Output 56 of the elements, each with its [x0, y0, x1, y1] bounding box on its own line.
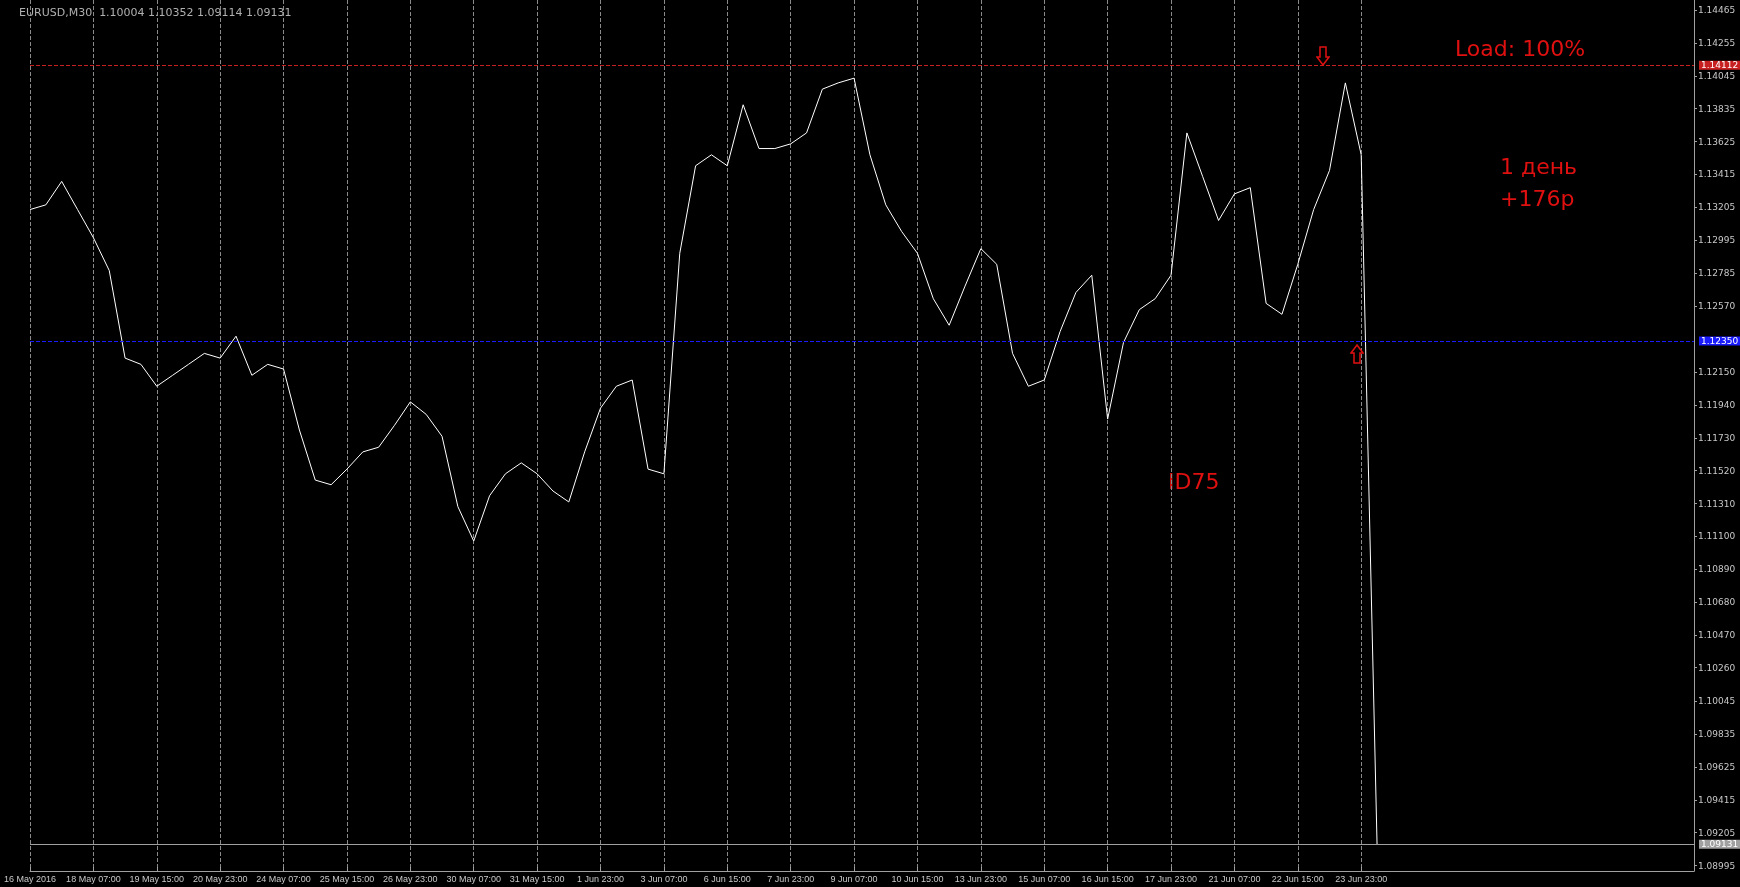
y-tick-label: 1.10260 — [1698, 662, 1736, 673]
y-tick-label: 1.09415 — [1698, 794, 1736, 805]
y-tick-label: 1.12785 — [1698, 267, 1736, 278]
y-tick-label: 1.10045 — [1698, 696, 1736, 707]
x-tick-label: 10 Jun 15:00 — [891, 873, 944, 884]
x-tick-label: 13 Jun 23:00 — [954, 873, 1007, 884]
x-tick-label: 3 Jun 07:00 — [640, 873, 688, 884]
y-tick-label: 1.14045 — [1698, 70, 1736, 81]
ref-line-label: 1.12350 — [1701, 335, 1739, 346]
y-tick-label: 1.11730 — [1698, 432, 1736, 443]
x-tick-label: 15 Jun 07:00 — [1018, 873, 1071, 884]
y-tick-label: 1.11100 — [1698, 531, 1736, 542]
y-tick-label: 1.12995 — [1698, 235, 1736, 246]
x-tick-label: 31 May 15:00 — [509, 873, 565, 884]
y-tick-label: 1.14255 — [1698, 38, 1736, 48]
annotation: ID75 — [1168, 468, 1220, 494]
x-tick-label: 21 Jun 07:00 — [1208, 873, 1261, 884]
y-tick-label: 1.11520 — [1698, 465, 1736, 476]
y-tick-label: 1.10470 — [1698, 629, 1736, 640]
x-tick-label: 23 Jun 23:00 — [1335, 873, 1388, 884]
y-tick-label: 1.14465 — [1698, 5, 1736, 16]
ref-line-label: 1.14112 — [1701, 60, 1739, 71]
annotation: Load: 100% — [1455, 35, 1586, 61]
line-series — [29, 77, 1378, 845]
y-tick-label: 1.08995 — [1698, 860, 1736, 871]
x-tick-label: 30 May 07:00 — [446, 873, 502, 884]
x-tick-label: 18 May 07:00 — [66, 873, 121, 884]
y-tick-label: 1.10680 — [1698, 597, 1736, 608]
y-tick-label: 1.13205 — [1698, 202, 1736, 213]
y-tick-label: 1.09835 — [1698, 729, 1736, 740]
y-tick-label: 1.12570 — [1698, 301, 1736, 312]
ref-line-label: 1.09131 — [1701, 839, 1739, 850]
x-tick-label: 25 May 15:00 — [319, 873, 375, 884]
y-tick-label: 1.12150 — [1698, 367, 1736, 378]
y-tick-label: 1.11310 — [1698, 498, 1736, 509]
text: EURUSD,M30 1.10004 1.10352 1.09114 1.09131 — [19, 6, 292, 19]
x-tick-label: 1 Jun 23:00 — [576, 873, 625, 884]
y-tick-label: 1.09205 — [1698, 827, 1736, 838]
x-tick-label: 16 May 2016 — [3, 873, 57, 884]
x-tick-label: 7 Jun 23:00 — [767, 873, 815, 884]
y-tick-label: 1.13835 — [1698, 103, 1736, 114]
annotation: 1 день +176p — [1500, 153, 1578, 211]
x-tick-label: 20 May 23:00 — [192, 873, 248, 884]
x-tick-label: 9 Jun 07:00 — [830, 873, 878, 884]
y-tick-label: 1.09625 — [1698, 762, 1736, 773]
x-tick-label: 19 May 15:00 — [129, 873, 185, 884]
y-tick-label: 1.10890 — [1698, 564, 1736, 575]
x-tick-label: 16 Jun 15:00 — [1081, 873, 1134, 884]
y-tick-label: 1.13415 — [1698, 169, 1736, 180]
x-tick-label: 24 May 07:00 — [256, 873, 311, 884]
y-tick-label: 1.13625 — [1698, 136, 1736, 147]
x-tick-label: 6 Jun 15:00 — [703, 873, 751, 884]
x-tick-label: 26 May 23:00 — [383, 873, 438, 884]
y-tick-label: 1.11940 — [1698, 400, 1736, 411]
x-tick-label: 22 Jun 15:00 — [1271, 873, 1324, 884]
x-tick-label: 17 Jun 23:00 — [1145, 873, 1198, 884]
